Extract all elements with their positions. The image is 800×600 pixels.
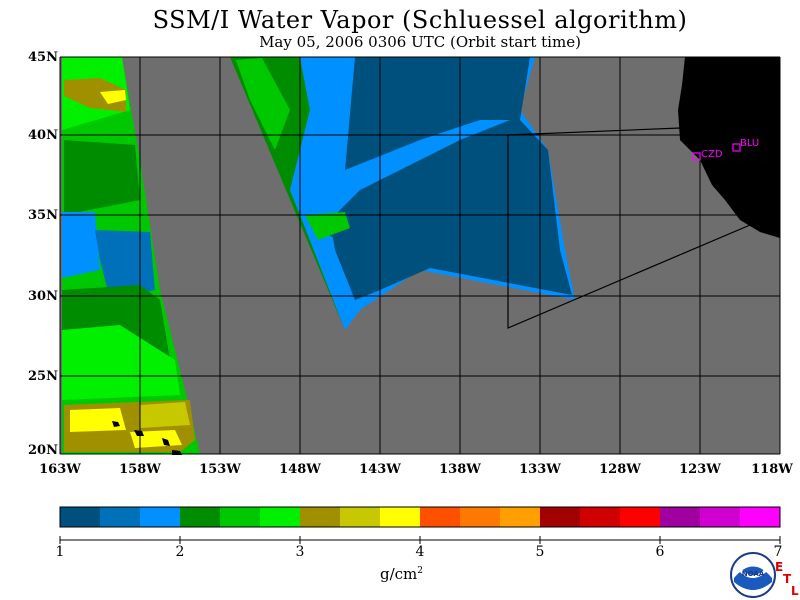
colorbar-swatch bbox=[380, 507, 421, 527]
lon-label-128w: 128W bbox=[599, 462, 641, 477]
left-swath-blue-1 bbox=[62, 212, 100, 278]
colorbar-swatch bbox=[60, 507, 101, 527]
colorbar-swatch bbox=[300, 507, 341, 527]
colorbar-swatch bbox=[180, 507, 221, 527]
lat-label-20n: 20N bbox=[28, 443, 58, 458]
etl-letter-l: L bbox=[791, 584, 799, 598]
colorbar-tick-5: 5 bbox=[535, 544, 545, 560]
lon-label-133w: 133W bbox=[519, 462, 561, 477]
colorbar-frame bbox=[59, 506, 781, 528]
colorbar bbox=[60, 507, 781, 527]
lon-label-163w: 163W bbox=[39, 462, 81, 477]
island-3 bbox=[162, 438, 170, 446]
noaa-logo-text: NOAA bbox=[742, 570, 765, 578]
lon-label-118w: 118W bbox=[751, 462, 793, 477]
left-swath-yellow-top bbox=[100, 90, 126, 104]
colorbar-tick-1: 1 bbox=[55, 544, 65, 560]
colorbar-swatch bbox=[540, 507, 581, 527]
right-swath bbox=[230, 57, 575, 330]
noaa-logo: NOAA bbox=[730, 552, 776, 598]
colorbar-tick-2: 2 bbox=[175, 544, 185, 560]
lon-label-123w: 123W bbox=[679, 462, 721, 477]
right-swath-bright-patch bbox=[236, 58, 290, 150]
site-label-czd: CZD bbox=[701, 149, 723, 160]
map-title: SSM/I Water Vapor (Schluessel algorithm) bbox=[152, 6, 688, 34]
colorbar-tick-7: 7 bbox=[773, 544, 783, 560]
lon-label-148w: 148W bbox=[279, 462, 321, 477]
graticule bbox=[59, 56, 781, 455]
island-2 bbox=[134, 430, 144, 436]
right-swath-green bbox=[230, 57, 345, 330]
colorbar-tick-6: 6 bbox=[655, 544, 665, 560]
colorbar-swatch bbox=[660, 507, 701, 527]
left-swath-yellow-1 bbox=[70, 408, 126, 432]
colorbar-swatch bbox=[580, 507, 621, 527]
colorbar-swatch bbox=[260, 507, 301, 527]
colorbar-swatch bbox=[420, 507, 461, 527]
island-1 bbox=[112, 421, 120, 427]
lat-label-40n: 40N bbox=[28, 128, 58, 143]
left-swath-bright-2 bbox=[62, 325, 180, 400]
site-label-blu: BLU bbox=[740, 138, 759, 149]
right-swath-darkblue-main bbox=[330, 57, 572, 300]
analysis-domain-outline bbox=[507, 127, 751, 329]
colorbar-tickmarks bbox=[59, 536, 781, 544]
colorbar-unit-sup: 2 bbox=[417, 566, 424, 576]
land-california bbox=[678, 57, 780, 238]
colorbar-swatch bbox=[340, 507, 381, 527]
left-swath-olive-top bbox=[64, 78, 126, 112]
lat-label-30n: 30N bbox=[28, 289, 58, 304]
colorbar-swatch bbox=[460, 507, 501, 527]
left-swath-yellow-2 bbox=[140, 402, 190, 428]
left-swath-darkgreen bbox=[64, 140, 140, 215]
colorbar-tick-3: 3 bbox=[295, 544, 305, 560]
colorbar-swatch bbox=[700, 507, 741, 527]
lat-label-45n: 45N bbox=[28, 50, 58, 65]
colorbar-swatch bbox=[740, 507, 781, 527]
colorbar-swatch bbox=[620, 507, 661, 527]
site-marker-czd bbox=[692, 152, 701, 161]
colorbar-unit-text: g/cm bbox=[380, 565, 418, 583]
etl-letter-e: E bbox=[775, 560, 784, 574]
colorbar-swatch bbox=[500, 507, 541, 527]
map-subtitle: May 05, 2006 0306 UTC (Orbit start time) bbox=[259, 33, 581, 51]
colorbar-swatch bbox=[140, 507, 181, 527]
colorbar-unit: g/cm2 bbox=[380, 565, 423, 583]
left-swath bbox=[62, 57, 200, 455]
lat-label-25n: 25N bbox=[28, 369, 58, 384]
right-swath-green-patch bbox=[305, 212, 350, 240]
lon-label-158w: 158W bbox=[119, 462, 161, 477]
site-marker-blu bbox=[732, 143, 741, 152]
colorbar-swatch bbox=[220, 507, 261, 527]
lon-label-153w: 153W bbox=[199, 462, 241, 477]
lat-label-35n: 35N bbox=[28, 208, 58, 223]
etl-letter-t: T bbox=[783, 572, 792, 586]
colorbar-swatch bbox=[100, 507, 141, 527]
lon-label-143w: 143W bbox=[359, 462, 401, 477]
colorbar-tick-4: 4 bbox=[415, 544, 425, 560]
lon-label-138w: 138W bbox=[439, 462, 481, 477]
